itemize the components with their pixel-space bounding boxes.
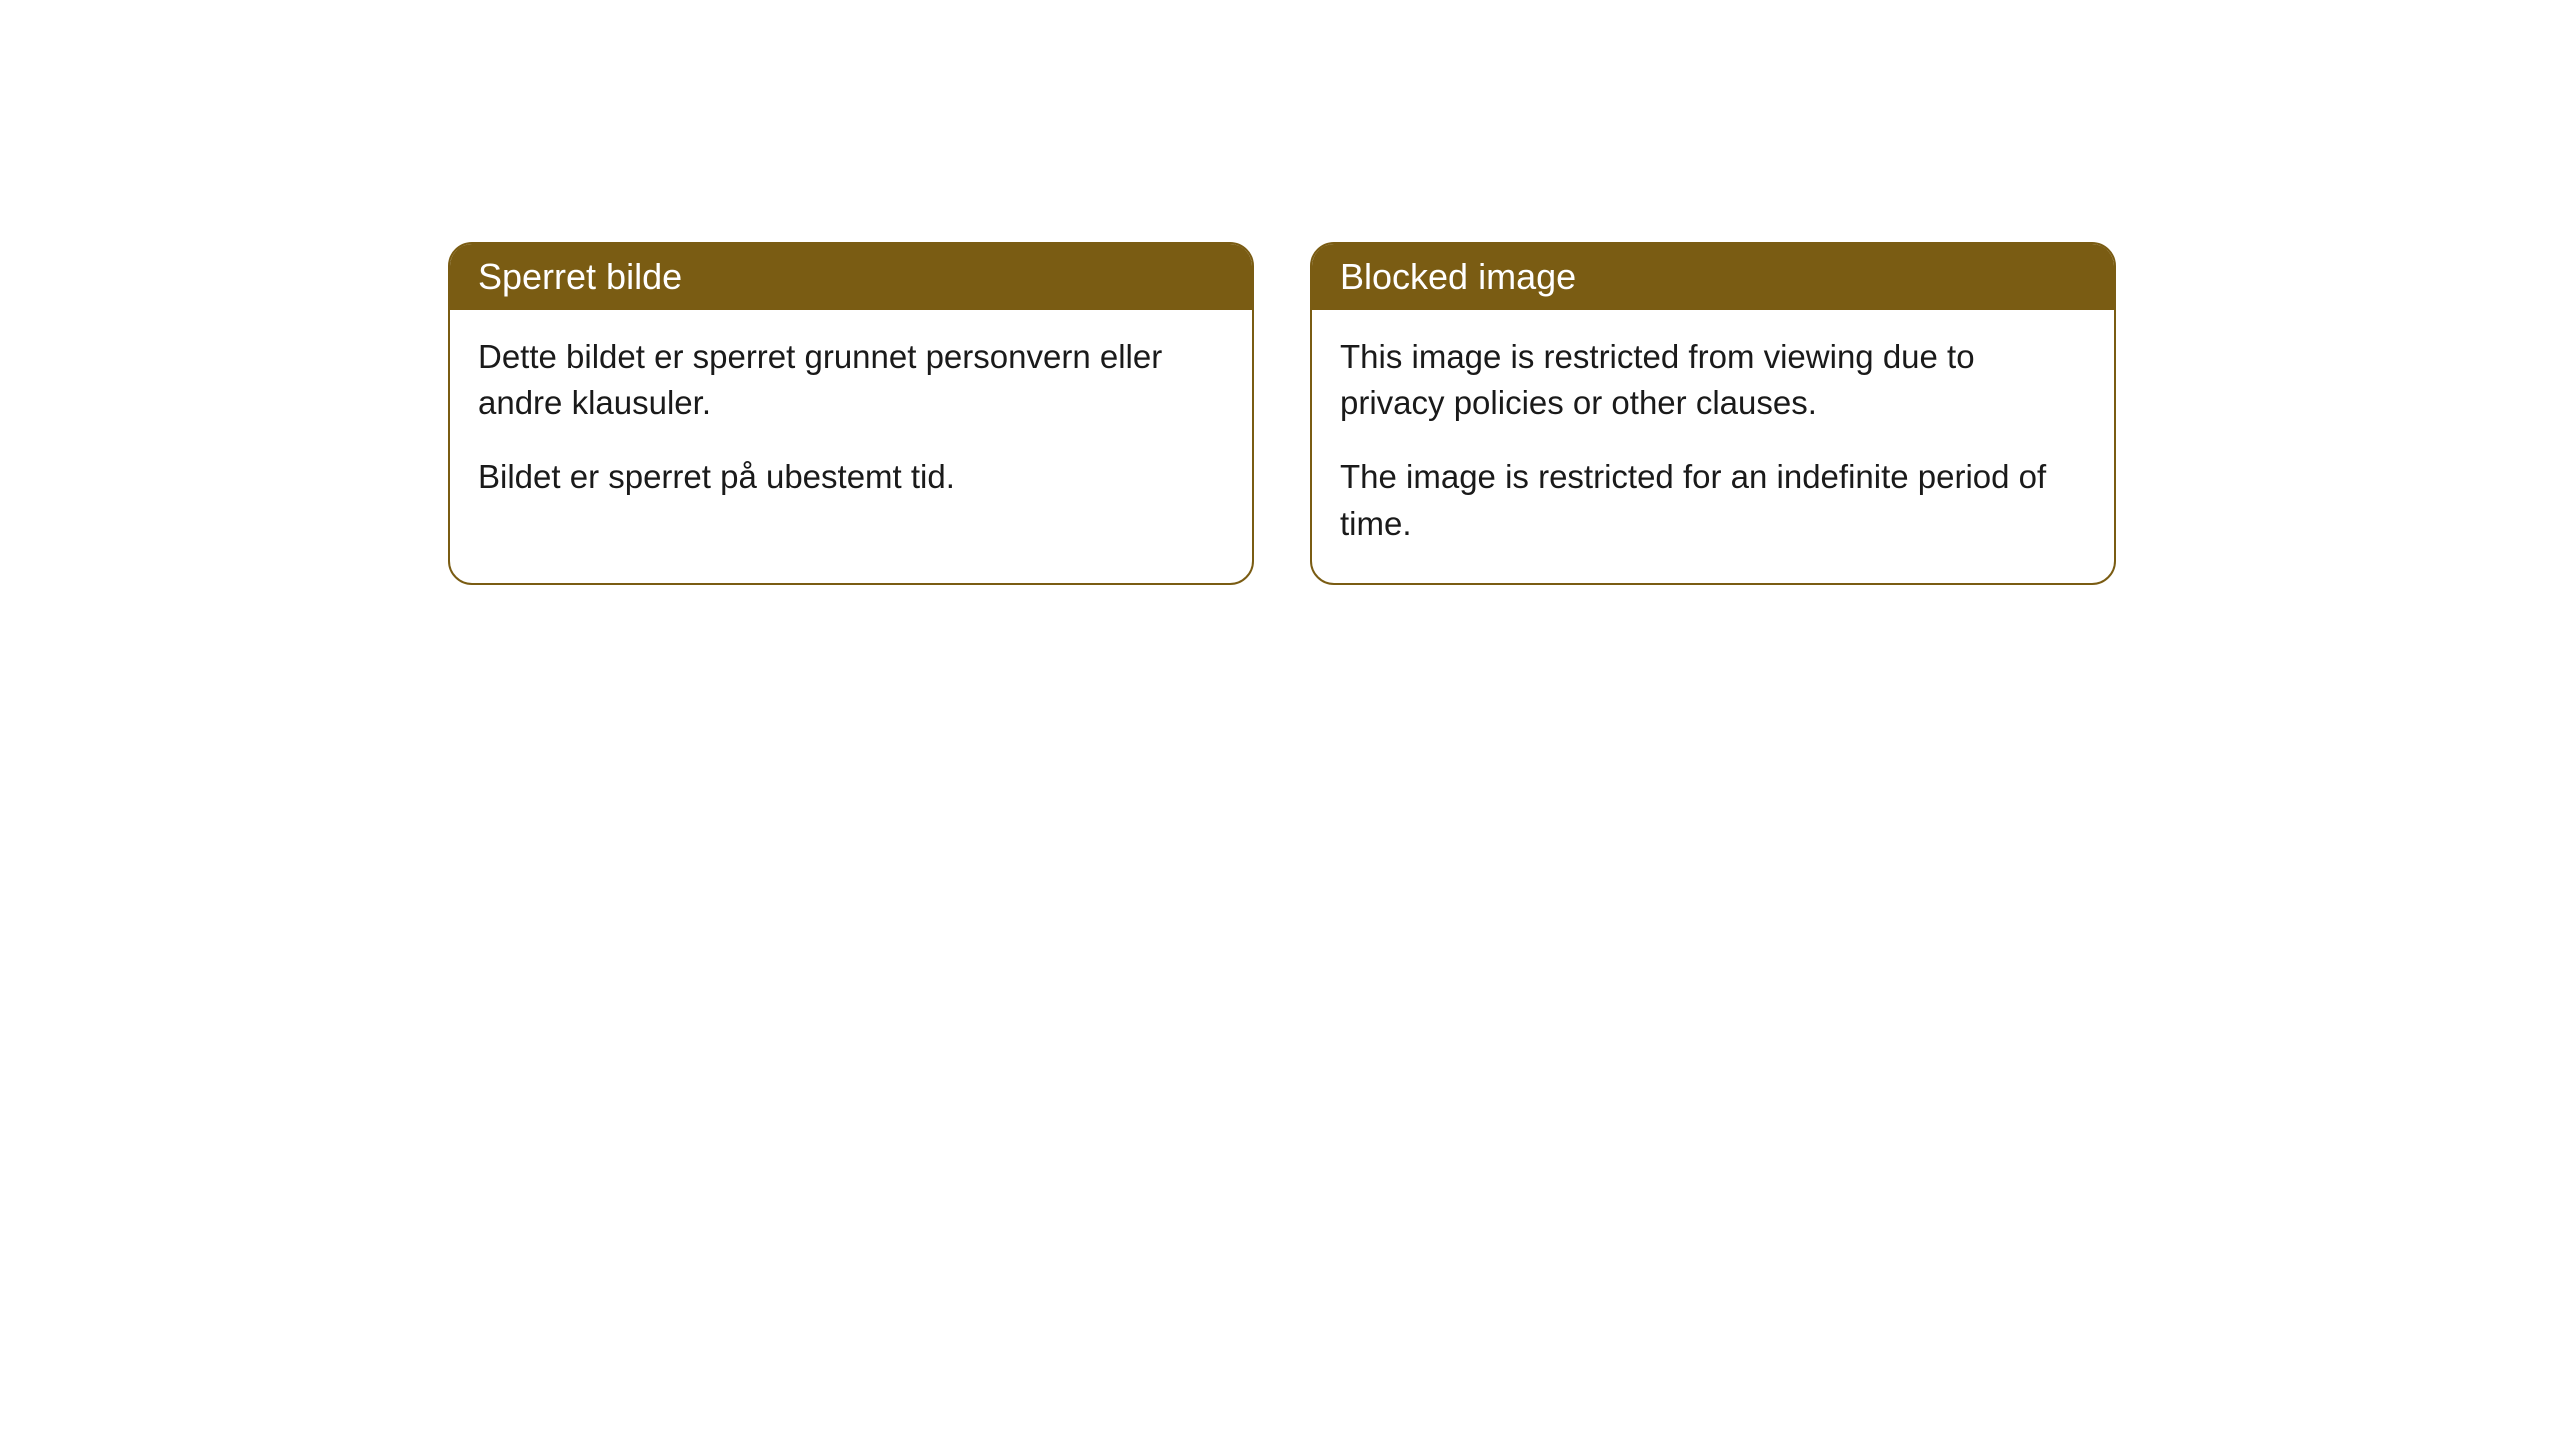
panel-title: Blocked image [1340, 256, 1576, 297]
notice-paragraph: The image is restricted for an indefinit… [1340, 454, 2086, 546]
panel-header: Blocked image [1312, 244, 2114, 310]
blocked-image-panel-norwegian: Sperret bilde Dette bildet er sperret gr… [448, 242, 1254, 585]
panel-body: This image is restricted from viewing du… [1312, 310, 2114, 583]
notice-panels-container: Sperret bilde Dette bildet er sperret gr… [448, 242, 2116, 585]
notice-paragraph: This image is restricted from viewing du… [1340, 334, 2086, 426]
notice-paragraph: Bildet er sperret på ubestemt tid. [478, 454, 1224, 500]
panel-body: Dette bildet er sperret grunnet personve… [450, 310, 1252, 537]
notice-paragraph: Dette bildet er sperret grunnet personve… [478, 334, 1224, 426]
panel-title: Sperret bilde [478, 256, 682, 297]
panel-header: Sperret bilde [450, 244, 1252, 310]
blocked-image-panel-english: Blocked image This image is restricted f… [1310, 242, 2116, 585]
